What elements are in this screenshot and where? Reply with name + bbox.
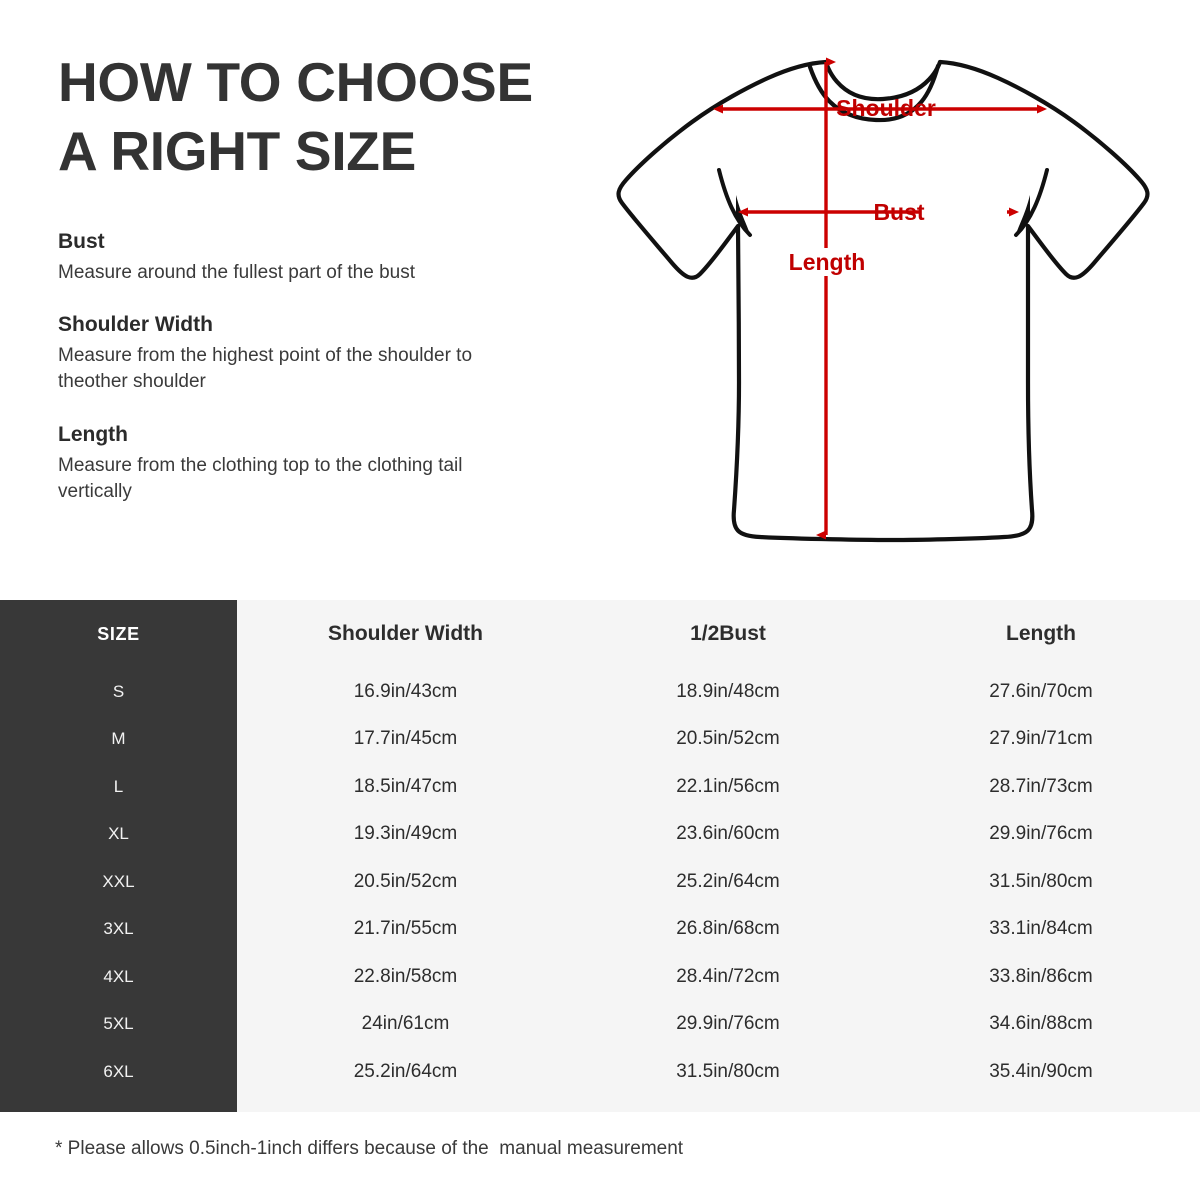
column-header-size: SIZE xyxy=(97,623,140,644)
shoulder-cell: 18.5in/47cm xyxy=(353,775,458,797)
size-cell: L xyxy=(113,776,124,796)
table-row: L xyxy=(0,763,237,811)
length-cell: 33.1in/84cm xyxy=(989,918,1093,940)
length-cell: 29.9in/76cm xyxy=(989,823,1093,845)
length-cell: 31.5in/80cm xyxy=(989,870,1093,892)
definition-item-length: Length Measure from the clothing top to … xyxy=(58,422,588,506)
length-cell: 34.6in/88cm xyxy=(989,1013,1093,1035)
column-header-shoulder-width: Shoulder Width xyxy=(328,622,483,645)
shoulder-cell: 21.7in/55cm xyxy=(353,918,458,940)
table-row: 18.5in/47cm 22.1in/56cm 28.7in/73cm xyxy=(237,763,1200,811)
bust-cell: 29.9in/76cm xyxy=(676,1013,780,1035)
table-row: 22.8in/58cm 28.4in/72cm 33.8in/86cm xyxy=(237,953,1200,1001)
table-row: S xyxy=(0,668,237,716)
table-row: 16.9in/43cm 18.9in/48cm 27.6in/70cm xyxy=(237,668,1200,716)
size-cell: 5XL xyxy=(103,1014,134,1034)
size-cell: M xyxy=(111,729,126,749)
shoulder-cell: 20.5in/52cm xyxy=(353,870,458,892)
size-cell: 3XL xyxy=(103,919,134,939)
table-row: 20.5in/52cm 25.2in/64cm 31.5in/80cm xyxy=(237,858,1200,906)
size-column: SIZE S M L XL XXL 3XL 4XL xyxy=(0,600,237,1112)
size-cell: 4XL xyxy=(103,966,134,986)
table-row: 3XL xyxy=(0,906,237,954)
measurement-columns: Shoulder Width 1/2Bust Length 16.9in/43c… xyxy=(237,600,1200,1112)
definition-description: Measure from the highest point of the sh… xyxy=(58,345,473,393)
length-label-bg xyxy=(783,248,871,276)
table-row: 21.7in/55cm 26.8in/68cm 33.1in/84cm xyxy=(237,906,1200,954)
table-header-row: SIZE xyxy=(0,600,237,668)
length-cell: 35.4in/90cm xyxy=(989,1060,1093,1082)
length-cell: 27.6in/70cm xyxy=(989,680,1093,702)
table-row: 6XL xyxy=(0,1048,237,1096)
table-row: XXL xyxy=(0,858,237,906)
size-cell: XL xyxy=(108,824,129,844)
definition-list: Bust Measure around the fullest part of … xyxy=(58,229,588,506)
length-cell: 27.9in/71cm xyxy=(989,728,1093,750)
definition-item-shoulder-width: Shoulder Width Measure from the highest … xyxy=(58,312,588,396)
table-row: 17.7in/45cm 20.5in/52cm 27.9in/71cm xyxy=(237,716,1200,764)
armpit-wedge-icon xyxy=(736,195,1030,235)
table-row: 25.2in/64cm 31.5in/80cm 35.4in/90cm xyxy=(237,1048,1200,1096)
length-label: Length xyxy=(789,249,866,275)
bust-label: Bust xyxy=(873,199,924,225)
bust-cell: 31.5in/80cm xyxy=(676,1060,780,1082)
shoulder-label: Shoulder xyxy=(836,95,936,121)
definition-item-bust: Bust Measure around the fullest part of … xyxy=(58,229,588,286)
shoulder-cell: 22.8in/58cm xyxy=(353,965,458,987)
definition-term: Length xyxy=(58,422,128,446)
table-row: 24in/61cm 29.9in/76cm 34.6in/88cm xyxy=(237,1001,1200,1049)
shoulder-cell: 16.9in/43cm xyxy=(353,680,458,702)
bust-cell: 28.4in/72cm xyxy=(676,965,780,987)
size-cell: S xyxy=(112,681,125,701)
tshirt-outline-icon xyxy=(616,59,1150,543)
bust-cell: 22.1in/56cm xyxy=(676,775,780,797)
definition-description: Measure around the fullest part of the b… xyxy=(58,261,415,283)
bust-label-bg xyxy=(921,200,1007,224)
bust-cell: 26.8in/68cm xyxy=(676,918,780,940)
column-header-length: Length xyxy=(1006,622,1076,645)
bust-cell: 23.6in/60cm xyxy=(676,823,780,845)
size-cell: XXL xyxy=(102,871,135,891)
table-row: XL xyxy=(0,811,237,859)
size-table: SIZE S M L XL XXL 3XL 4XL xyxy=(0,600,1200,1112)
shoulder-cell: 24in/61cm xyxy=(361,1013,450,1035)
definition-description: Measure from the clothing top to the clo… xyxy=(58,454,463,503)
shoulder-cell: 25.2in/64cm xyxy=(353,1060,458,1082)
shoulder-cell: 19.3in/49cm xyxy=(353,823,458,845)
definition-term: Shoulder Width xyxy=(58,313,213,336)
footnote: * Please allows 0.5inch-1inch differs be… xyxy=(55,1138,684,1159)
size-cell: 6XL xyxy=(103,1061,134,1081)
bust-cell: 18.9in/48cm xyxy=(676,680,780,702)
info-block: HOW TO CHOOSE A RIGHT SIZE Bust Measure … xyxy=(58,48,588,505)
table-row: M xyxy=(0,716,237,764)
table-header-row: Shoulder Width 1/2Bust Length xyxy=(237,600,1200,668)
table-row: 4XL xyxy=(0,953,237,1001)
table-row: 5XL xyxy=(0,1001,237,1049)
bust-cell: 25.2in/64cm xyxy=(676,870,780,892)
length-cell: 33.8in/86cm xyxy=(989,965,1093,987)
page-title: HOW TO CHOOSE A RIGHT SIZE xyxy=(58,51,533,183)
column-header-half-bust: 1/2Bust xyxy=(690,622,766,645)
shoulder-cell: 17.7in/45cm xyxy=(353,728,458,750)
bust-cell: 20.5in/52cm xyxy=(676,728,780,750)
tshirt-diagram: Shoulder Bust Length xyxy=(600,30,1180,575)
sleeve-seam-icon xyxy=(717,168,1049,237)
length-cell: 28.7in/73cm xyxy=(989,775,1093,797)
definition-term: Bust xyxy=(58,229,105,253)
table-row: 19.3in/49cm 23.6in/60cm 29.9in/76cm xyxy=(237,811,1200,859)
